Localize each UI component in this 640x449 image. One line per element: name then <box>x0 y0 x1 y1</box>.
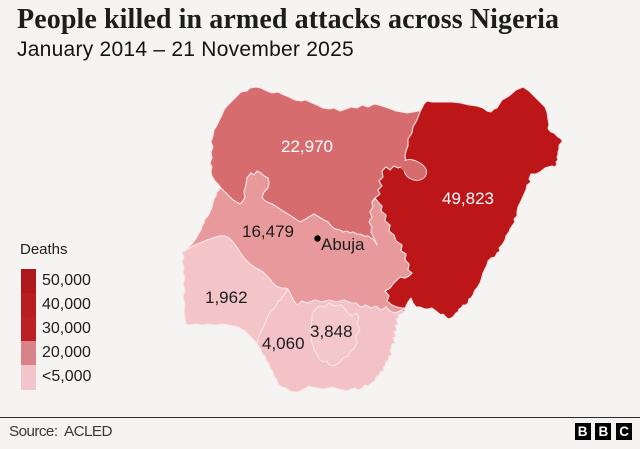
svg-text:16,479: 16,479 <box>242 222 294 241</box>
svg-text:Abuja: Abuja <box>321 235 365 254</box>
svg-text:1,962: 1,962 <box>205 288 248 307</box>
svg-text:3,848: 3,848 <box>310 322 353 341</box>
svg-text:22,970: 22,970 <box>281 137 333 156</box>
svg-text:4,060: 4,060 <box>262 334 305 353</box>
svg-text:49,823: 49,823 <box>442 189 494 208</box>
